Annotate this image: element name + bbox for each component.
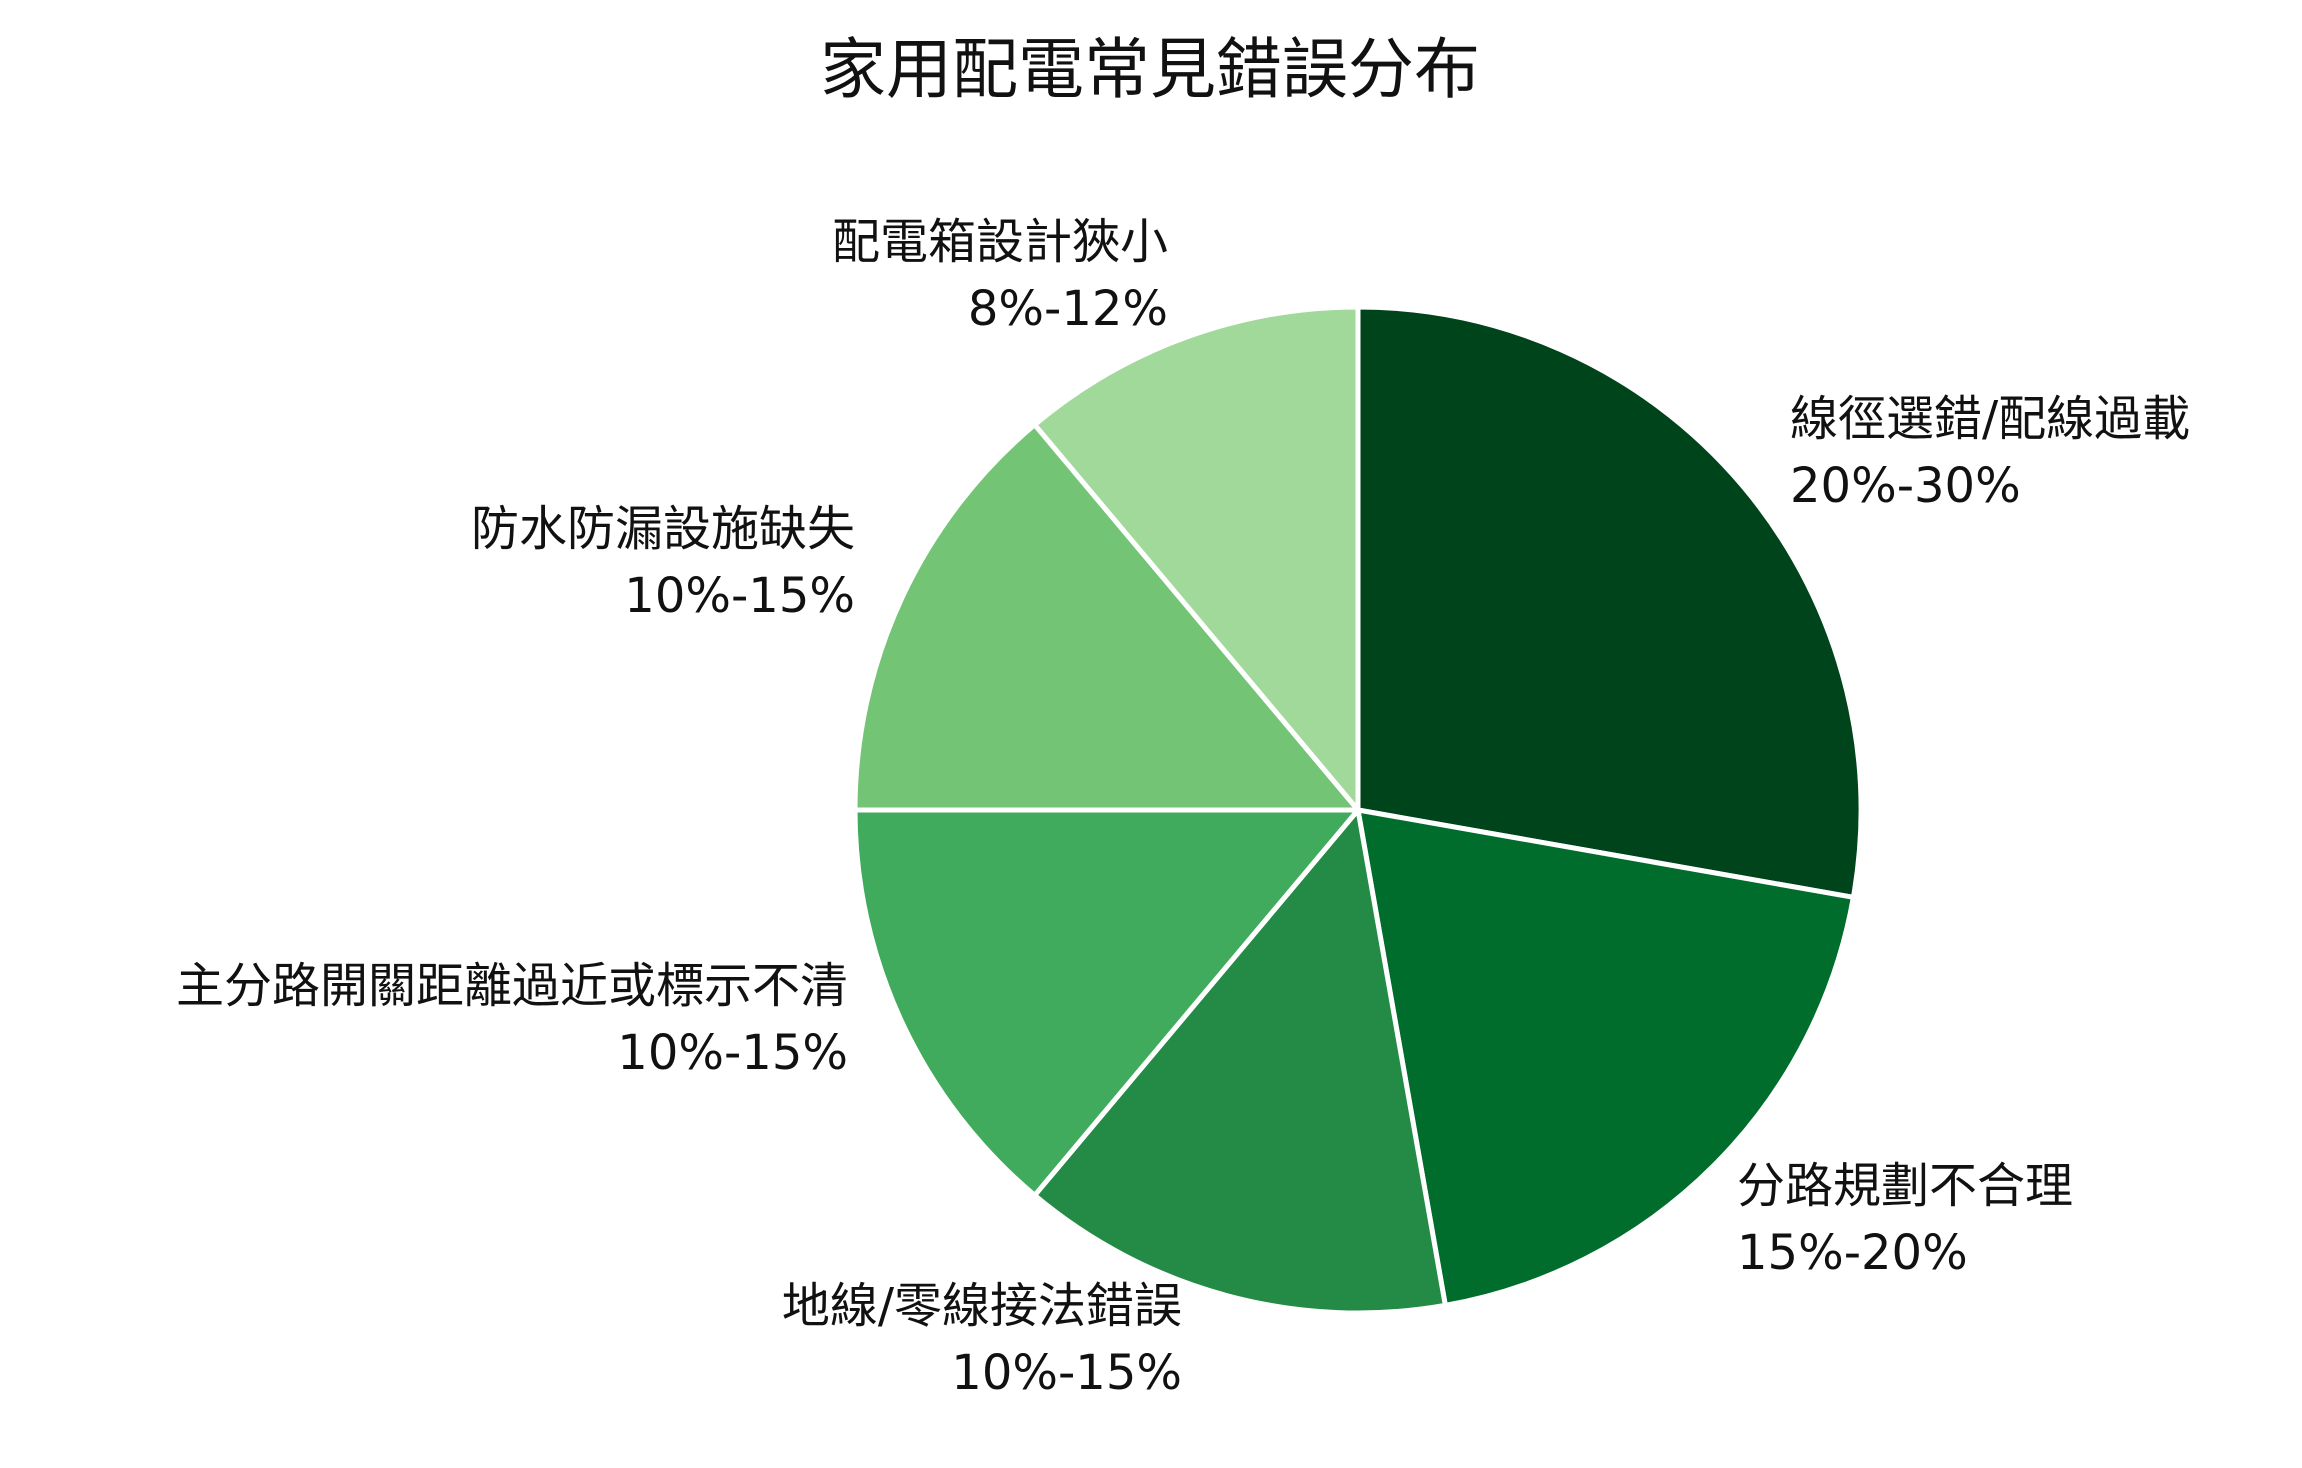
pie-slice	[1355, 807, 1856, 1308]
pie-slice	[852, 807, 1361, 1198]
slice-label: 分路規劃不合理	[1737, 1158, 2073, 1214]
pie-slice	[1032, 304, 1361, 813]
slice-range-label: 8%-12%	[968, 281, 1168, 337]
slice-label: 線徑選錯/配線過載	[1790, 391, 2190, 447]
slice-label: 配電箱設計狹小	[832, 214, 1168, 270]
pie-slices	[852, 304, 1864, 1316]
slice-label: 主分路開關距離過近或標示不清	[176, 958, 848, 1014]
slice-range-label: 15%-20%	[1737, 1225, 1968, 1281]
slice-label: 地線/零線接法錯誤	[782, 1278, 1182, 1334]
chart-title: 家用配電常見錯誤分布	[820, 31, 1480, 108]
slice-range-label: 10%-15%	[624, 568, 855, 624]
pie-labels: 線徑選錯/配線過載 20%-30% 分路規劃不合理 15%-20% 地線/零線接法錯誤 1…	[176, 214, 2190, 1401]
pie-slice	[1032, 807, 1448, 1316]
slice-range-label: 20%-30%	[1790, 458, 2021, 514]
slice-label: 防水防漏設施缺失	[471, 501, 855, 557]
slice-range-label: 10%-15%	[617, 1025, 848, 1081]
slice-range-label: 10%-15%	[951, 1345, 1182, 1401]
pie-slice	[852, 422, 1361, 813]
pie-slice	[1355, 304, 1864, 900]
